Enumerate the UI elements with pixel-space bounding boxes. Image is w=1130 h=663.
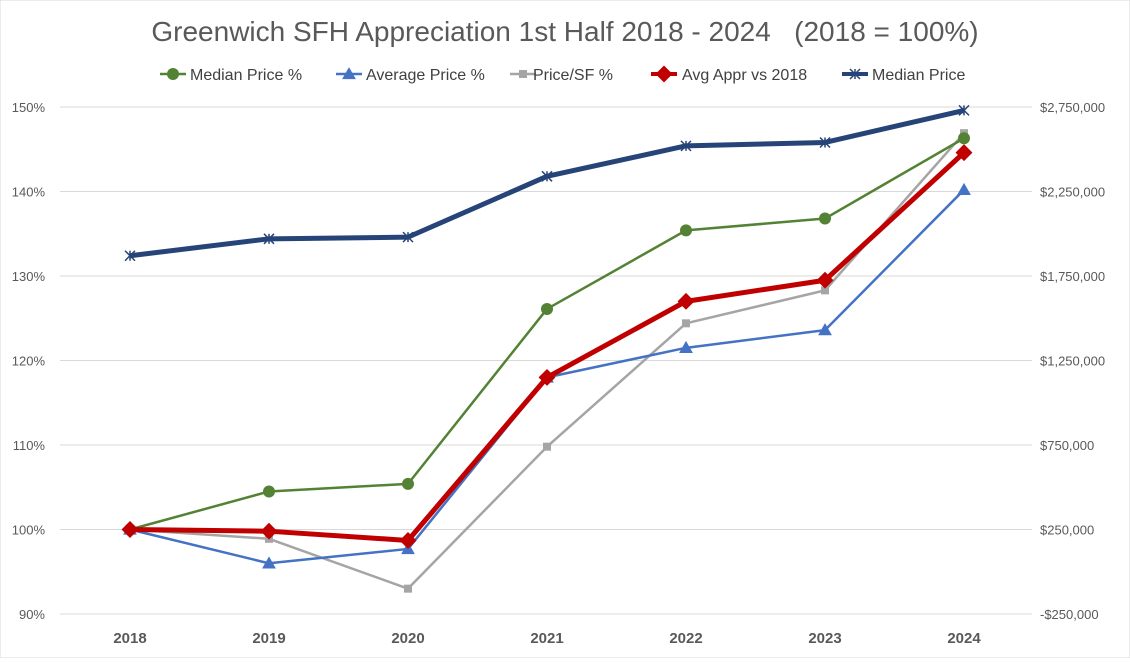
data-point [541, 302, 553, 315]
data-point [262, 556, 276, 569]
legend-label: Median Price % [190, 67, 302, 84]
data-point [958, 132, 970, 145]
legend-label: Average Price % [366, 67, 485, 84]
data-point-shape [543, 442, 551, 451]
y-right-tick-label: -$250,000 [1040, 607, 1099, 622]
data-point [404, 584, 412, 593]
series-median-price [124, 104, 970, 262]
data-point [541, 170, 553, 182]
x-tick-label: 2024 [947, 630, 981, 647]
data-point [816, 271, 834, 289]
data-point-shape [262, 556, 276, 569]
y-left-tick-label: 150% [12, 100, 46, 115]
data-point [955, 144, 973, 162]
x-tick-label: 2023 [808, 630, 841, 647]
y-right-tick-label: $1,250,000 [1040, 354, 1105, 369]
data-point [680, 140, 692, 152]
x-tick-label: 2021 [530, 630, 563, 647]
data-point-shape [538, 368, 556, 386]
y-left-tick-label: 140% [12, 185, 46, 200]
data-point-shape [404, 584, 412, 593]
y-right-tick-label: $2,250,000 [1040, 185, 1105, 200]
data-point-shape [402, 477, 414, 490]
legend-label: Median Price [872, 67, 965, 84]
legend-label: Avg Appr vs 2018 [682, 67, 807, 84]
data-point [958, 104, 970, 116]
data-point [680, 224, 692, 237]
y-left-tick-label: 120% [12, 354, 46, 369]
data-point-shape [399, 532, 417, 549]
data-point [399, 532, 417, 549]
x-tick-label: 2022 [669, 630, 702, 647]
legend-marker-shape [519, 70, 527, 78]
data-point [121, 521, 139, 538]
data-point-shape [680, 224, 692, 237]
y-right-tick-label: $2,750,000 [1040, 100, 1105, 115]
data-point [543, 442, 551, 451]
y-right-tick-label: $1,750,000 [1040, 269, 1105, 284]
data-point [538, 368, 556, 386]
legend-item: Median Price % [160, 67, 302, 84]
x-tick-label: 2018 [113, 630, 146, 647]
legend-item: Average Price % [336, 67, 485, 84]
data-point-shape [260, 522, 278, 540]
legend-item: Median Price [842, 67, 965, 84]
legend-marker [655, 65, 673, 83]
data-point [402, 231, 414, 243]
legend-label: Price/SF % [533, 67, 613, 84]
x-tick-label: 2020 [391, 630, 424, 647]
y-left-tick-label: 90% [19, 607, 45, 622]
legend-marker [849, 68, 861, 80]
legend-marker-shape [655, 65, 673, 83]
data-point [819, 136, 831, 149]
data-point-shape [818, 323, 832, 336]
y-right-tick-label: $750,000 [1040, 438, 1094, 453]
legend-item: Avg Appr vs 2018 [651, 65, 807, 84]
data-point-shape [816, 271, 834, 289]
y-left-tick-label: 110% [13, 438, 46, 453]
data-point [260, 522, 278, 540]
data-point-shape [821, 286, 829, 295]
legend-marker-shape [167, 68, 179, 80]
y-left-tick-label: 100% [12, 523, 46, 538]
data-point [821, 286, 829, 295]
data-point [124, 250, 136, 262]
data-point [677, 292, 695, 310]
data-point [819, 212, 831, 225]
data-point-shape [957, 182, 971, 195]
data-point [263, 485, 275, 498]
x-tick-label: 2019 [252, 630, 285, 647]
data-point-shape [541, 302, 553, 315]
legend-marker-shape [342, 67, 356, 80]
chart-title: Greenwich SFH Appreciation 1st Half 2018… [151, 16, 978, 47]
legend-item: Price/SF % [510, 67, 613, 84]
data-point-shape [677, 292, 695, 310]
data-point [263, 233, 275, 245]
data-point-shape [819, 212, 831, 225]
data-point-shape [955, 144, 973, 162]
data-point-shape [682, 319, 690, 328]
data-point [682, 319, 690, 328]
data-point [818, 323, 832, 336]
data-point-shape [263, 485, 275, 498]
data-point-shape [679, 340, 693, 353]
series-median-price [124, 132, 970, 536]
series-avg-appr-vs-2018 [121, 144, 973, 549]
legend-marker [167, 68, 179, 80]
data-point [402, 477, 414, 490]
legend-marker [519, 70, 527, 78]
data-point [679, 340, 693, 353]
data-point-shape [958, 132, 970, 145]
y-left-tick-label: 130% [12, 269, 46, 284]
legend-marker [342, 67, 356, 80]
data-point-shape [121, 521, 139, 538]
data-point [957, 182, 971, 195]
y-right-tick-label: $250,000 [1040, 523, 1094, 538]
